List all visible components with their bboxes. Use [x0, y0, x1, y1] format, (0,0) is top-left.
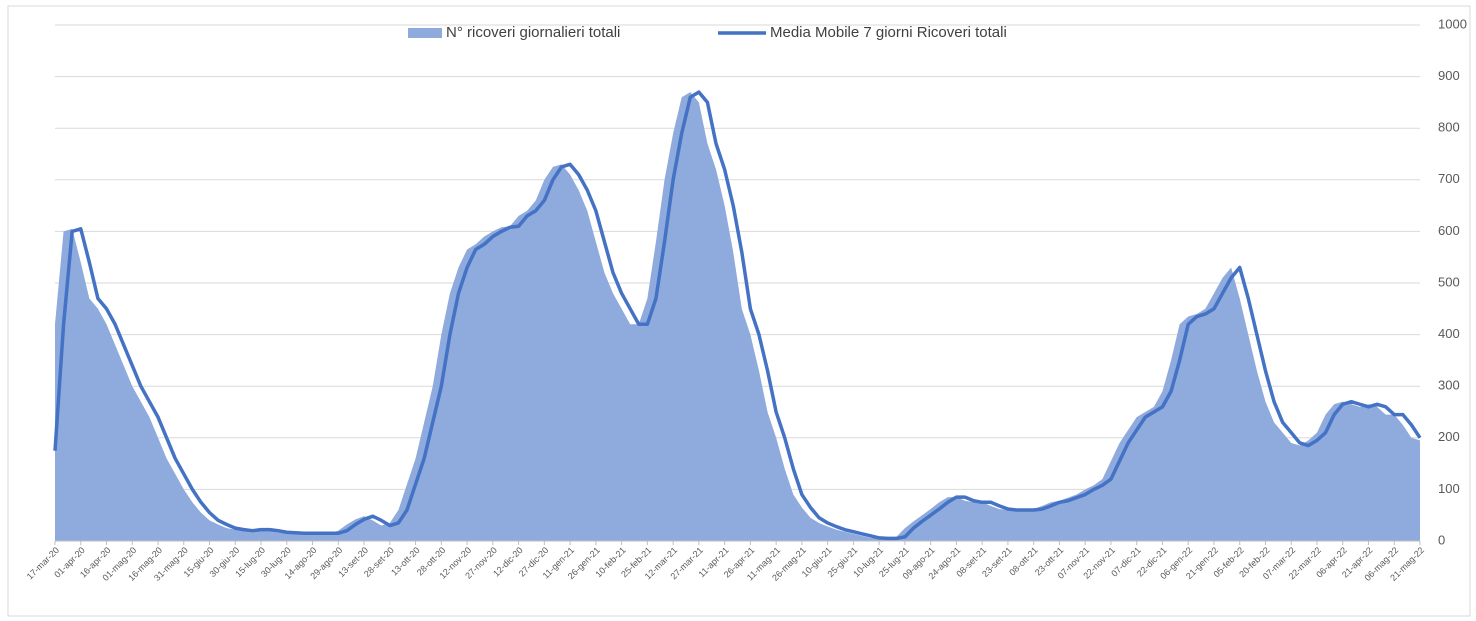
line	[53, 90, 1422, 541]
y-tick-label: 400	[1438, 326, 1460, 341]
y-tick-label: 900	[1438, 68, 1460, 83]
y-tick-label: 300	[1438, 378, 1460, 393]
legend-label: Media Mobile 7 giorni Ricoveri totali	[770, 24, 1007, 41]
y-tick-label: 200	[1438, 429, 1460, 444]
legend-label: N° ricoveri giornalieri totali	[446, 24, 620, 41]
y-tick-label: 100	[1438, 481, 1460, 496]
y-tick-label: 600	[1438, 223, 1460, 238]
y-tick-label: 500	[1438, 274, 1460, 289]
y-tick-label: 800	[1438, 120, 1460, 135]
y-tick-label: 1000	[1438, 16, 1467, 31]
y-tick-label: 0	[1438, 532, 1445, 547]
y-tick-label: 700	[1438, 171, 1460, 186]
chart-border	[7, 5, 1471, 617]
legend-swatch	[408, 28, 442, 38]
area	[55, 92, 1420, 541]
